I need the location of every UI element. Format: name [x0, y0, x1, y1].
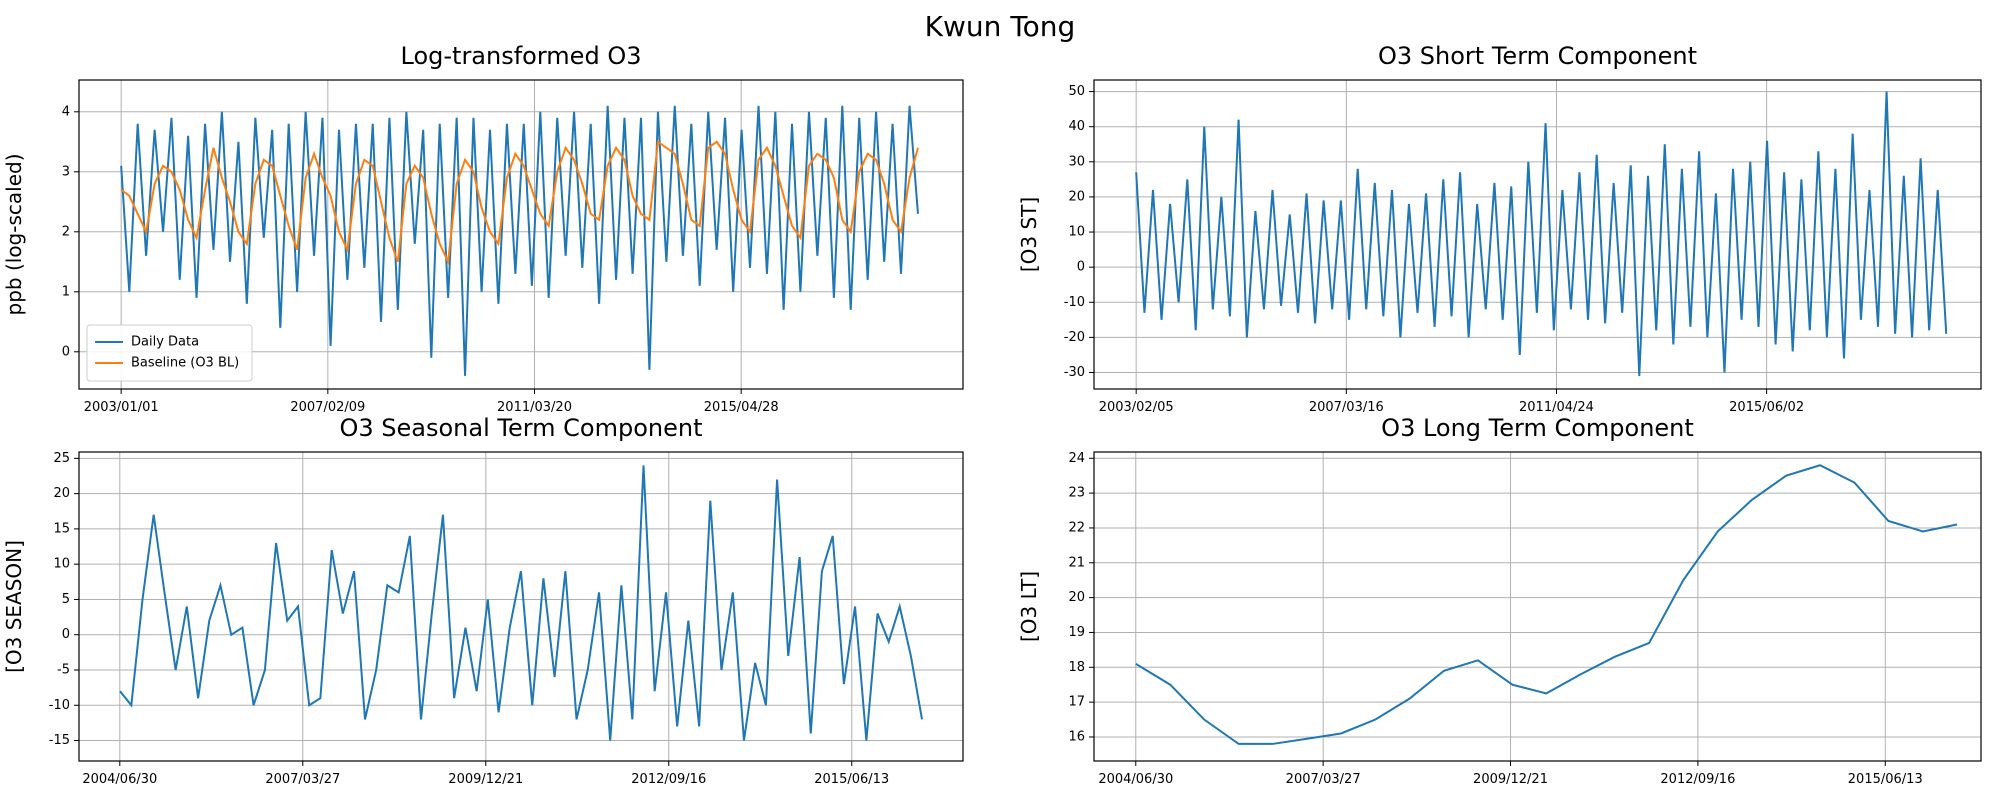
- y-tick-label: 3: [62, 164, 70, 179]
- y-tick-label: 24: [1068, 451, 1085, 466]
- x-tick-label: 2015/06/13: [814, 772, 889, 787]
- y-tick-label: 22: [1068, 520, 1085, 535]
- x-tick-label: 2012/09/16: [631, 772, 706, 787]
- y-tick-label: 10: [1068, 225, 1085, 240]
- axes-frame: [1093, 79, 1982, 390]
- panel-title: O3 Seasonal Term Component: [339, 414, 702, 442]
- y-tick-label: 50: [1068, 84, 1085, 99]
- y-axis-label: [O3 LT]: [1017, 571, 1041, 642]
- x-tick-label: 2007/03/16: [1309, 400, 1384, 415]
- x-tick-label: 2015/06/13: [1848, 772, 1923, 787]
- y-tick-label: 19: [1068, 625, 1085, 640]
- x-tick-label: 2011/04/24: [1519, 400, 1594, 415]
- x-tick-label: 2004/06/30: [1098, 772, 1173, 787]
- x-tick-label: 2007/03/27: [1286, 772, 1361, 787]
- x-tick-label: 2003/02/05: [1099, 400, 1174, 415]
- y-axis-label: [O3 SEASON]: [2, 540, 26, 673]
- y-tick-label: 20: [53, 486, 70, 501]
- axes-frame: [78, 451, 964, 762]
- axes-frame: [1093, 451, 1982, 762]
- y-tick-label: -10: [1064, 295, 1085, 310]
- y-tick-label: 4: [62, 104, 70, 119]
- plot-area: [119, 465, 923, 741]
- y-tick-label: -10: [49, 698, 70, 713]
- legend-label: Daily Data: [131, 335, 199, 350]
- y-tick-label: 23: [1068, 486, 1085, 501]
- y-tick-label: 0: [62, 627, 70, 642]
- plot-area: [120, 105, 919, 376]
- y-axis-label: [O3 ST]: [1017, 197, 1041, 272]
- x-tick-label: 2015/06/02: [1729, 400, 1804, 415]
- y-tick-label: -20: [1064, 330, 1085, 345]
- x-tick-label: 2009/12/21: [448, 772, 523, 787]
- series-line: [120, 139, 919, 266]
- y-tick-label: -15: [49, 733, 70, 748]
- y-tick-label: 18: [1068, 660, 1085, 675]
- y-tick-label: 5: [62, 592, 70, 607]
- y-tick-label: 25: [53, 451, 70, 466]
- y-tick-label: 17: [1068, 695, 1085, 710]
- plot-area: [1135, 464, 1958, 745]
- y-tick-label: -5: [57, 662, 70, 677]
- y-tick-label: -30: [1064, 365, 1085, 380]
- y-tick-label: 0: [62, 344, 70, 359]
- x-tick-label: 2003/01/01: [84, 400, 159, 415]
- axes-frame: [78, 79, 964, 390]
- series-line: [119, 465, 923, 741]
- y-tick-label: 15: [53, 521, 70, 536]
- x-tick-label: 2015/04/28: [704, 400, 779, 415]
- y-tick-label: 0: [1077, 260, 1085, 275]
- series-line: [1135, 91, 1948, 377]
- plot-area: [1135, 91, 1948, 377]
- legend: Daily Data Baseline (O3 BL): [86, 324, 253, 382]
- panel-title: O3 Short Term Component: [1378, 42, 1697, 70]
- panel-title: O3 Long Term Component: [1381, 414, 1694, 442]
- legend-label: Baseline (O3 BL): [131, 356, 239, 371]
- y-tick-label: 30: [1068, 154, 1085, 169]
- x-tick-label: 2004/06/30: [82, 772, 157, 787]
- x-tick-label: 2007/03/27: [265, 772, 340, 787]
- y-tick-label: 2: [62, 224, 70, 239]
- y-tick-label: 20: [1068, 590, 1085, 605]
- x-tick-label: 2012/09/16: [1660, 772, 1735, 787]
- x-tick-label: 2007/02/09: [290, 400, 365, 415]
- y-tick-label: 40: [1068, 119, 1085, 134]
- series-line: [120, 105, 919, 376]
- figure-title: Kwun Tong: [925, 10, 1076, 43]
- y-tick-label: 10: [53, 557, 70, 572]
- y-tick-label: 21: [1068, 555, 1085, 570]
- x-tick-label: 2009/12/21: [1473, 772, 1548, 787]
- y-tick-label: 16: [1068, 729, 1085, 744]
- series-line: [1135, 464, 1958, 745]
- y-axis-label: ppb (log-scaled): [2, 154, 26, 316]
- x-tick-label: 2011/03/20: [497, 400, 572, 415]
- y-tick-label: 20: [1068, 189, 1085, 204]
- y-tick-label: 1: [62, 284, 70, 299]
- legend-box: [86, 324, 253, 382]
- panel-title: Log-transformed O3: [401, 42, 642, 70]
